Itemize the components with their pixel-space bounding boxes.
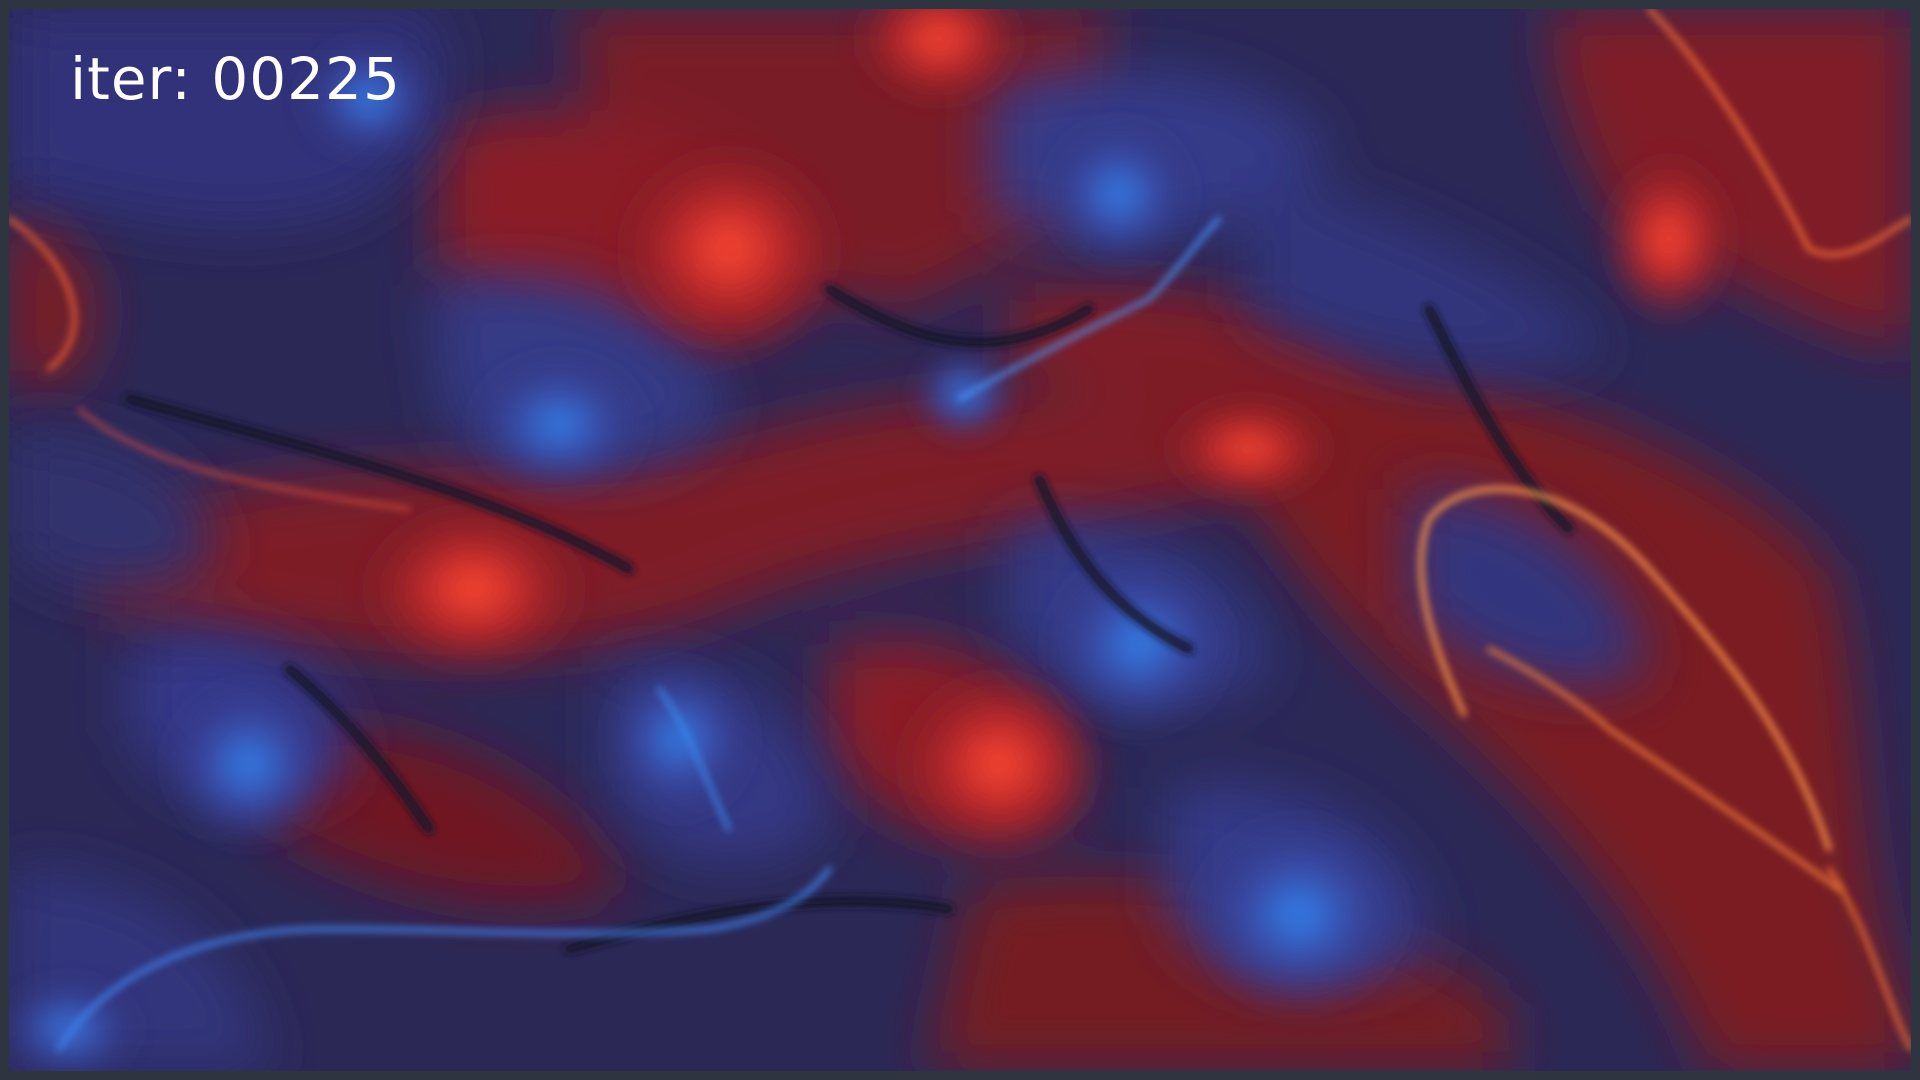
blue-vortex-cores [9, 39, 1409, 1071]
orange-filaments [9, 9, 1911, 1051]
red-vortex-cores [354, 9, 1739, 864]
shear-lanes [124, 284, 1574, 954]
blue-filaments [56, 217, 1221, 1052]
vorticity-field-image [9, 9, 1911, 1071]
iteration-counter-label: iter: 00225 [70, 45, 401, 113]
simulation-viewport: iter: 00225 [9, 9, 1911, 1071]
